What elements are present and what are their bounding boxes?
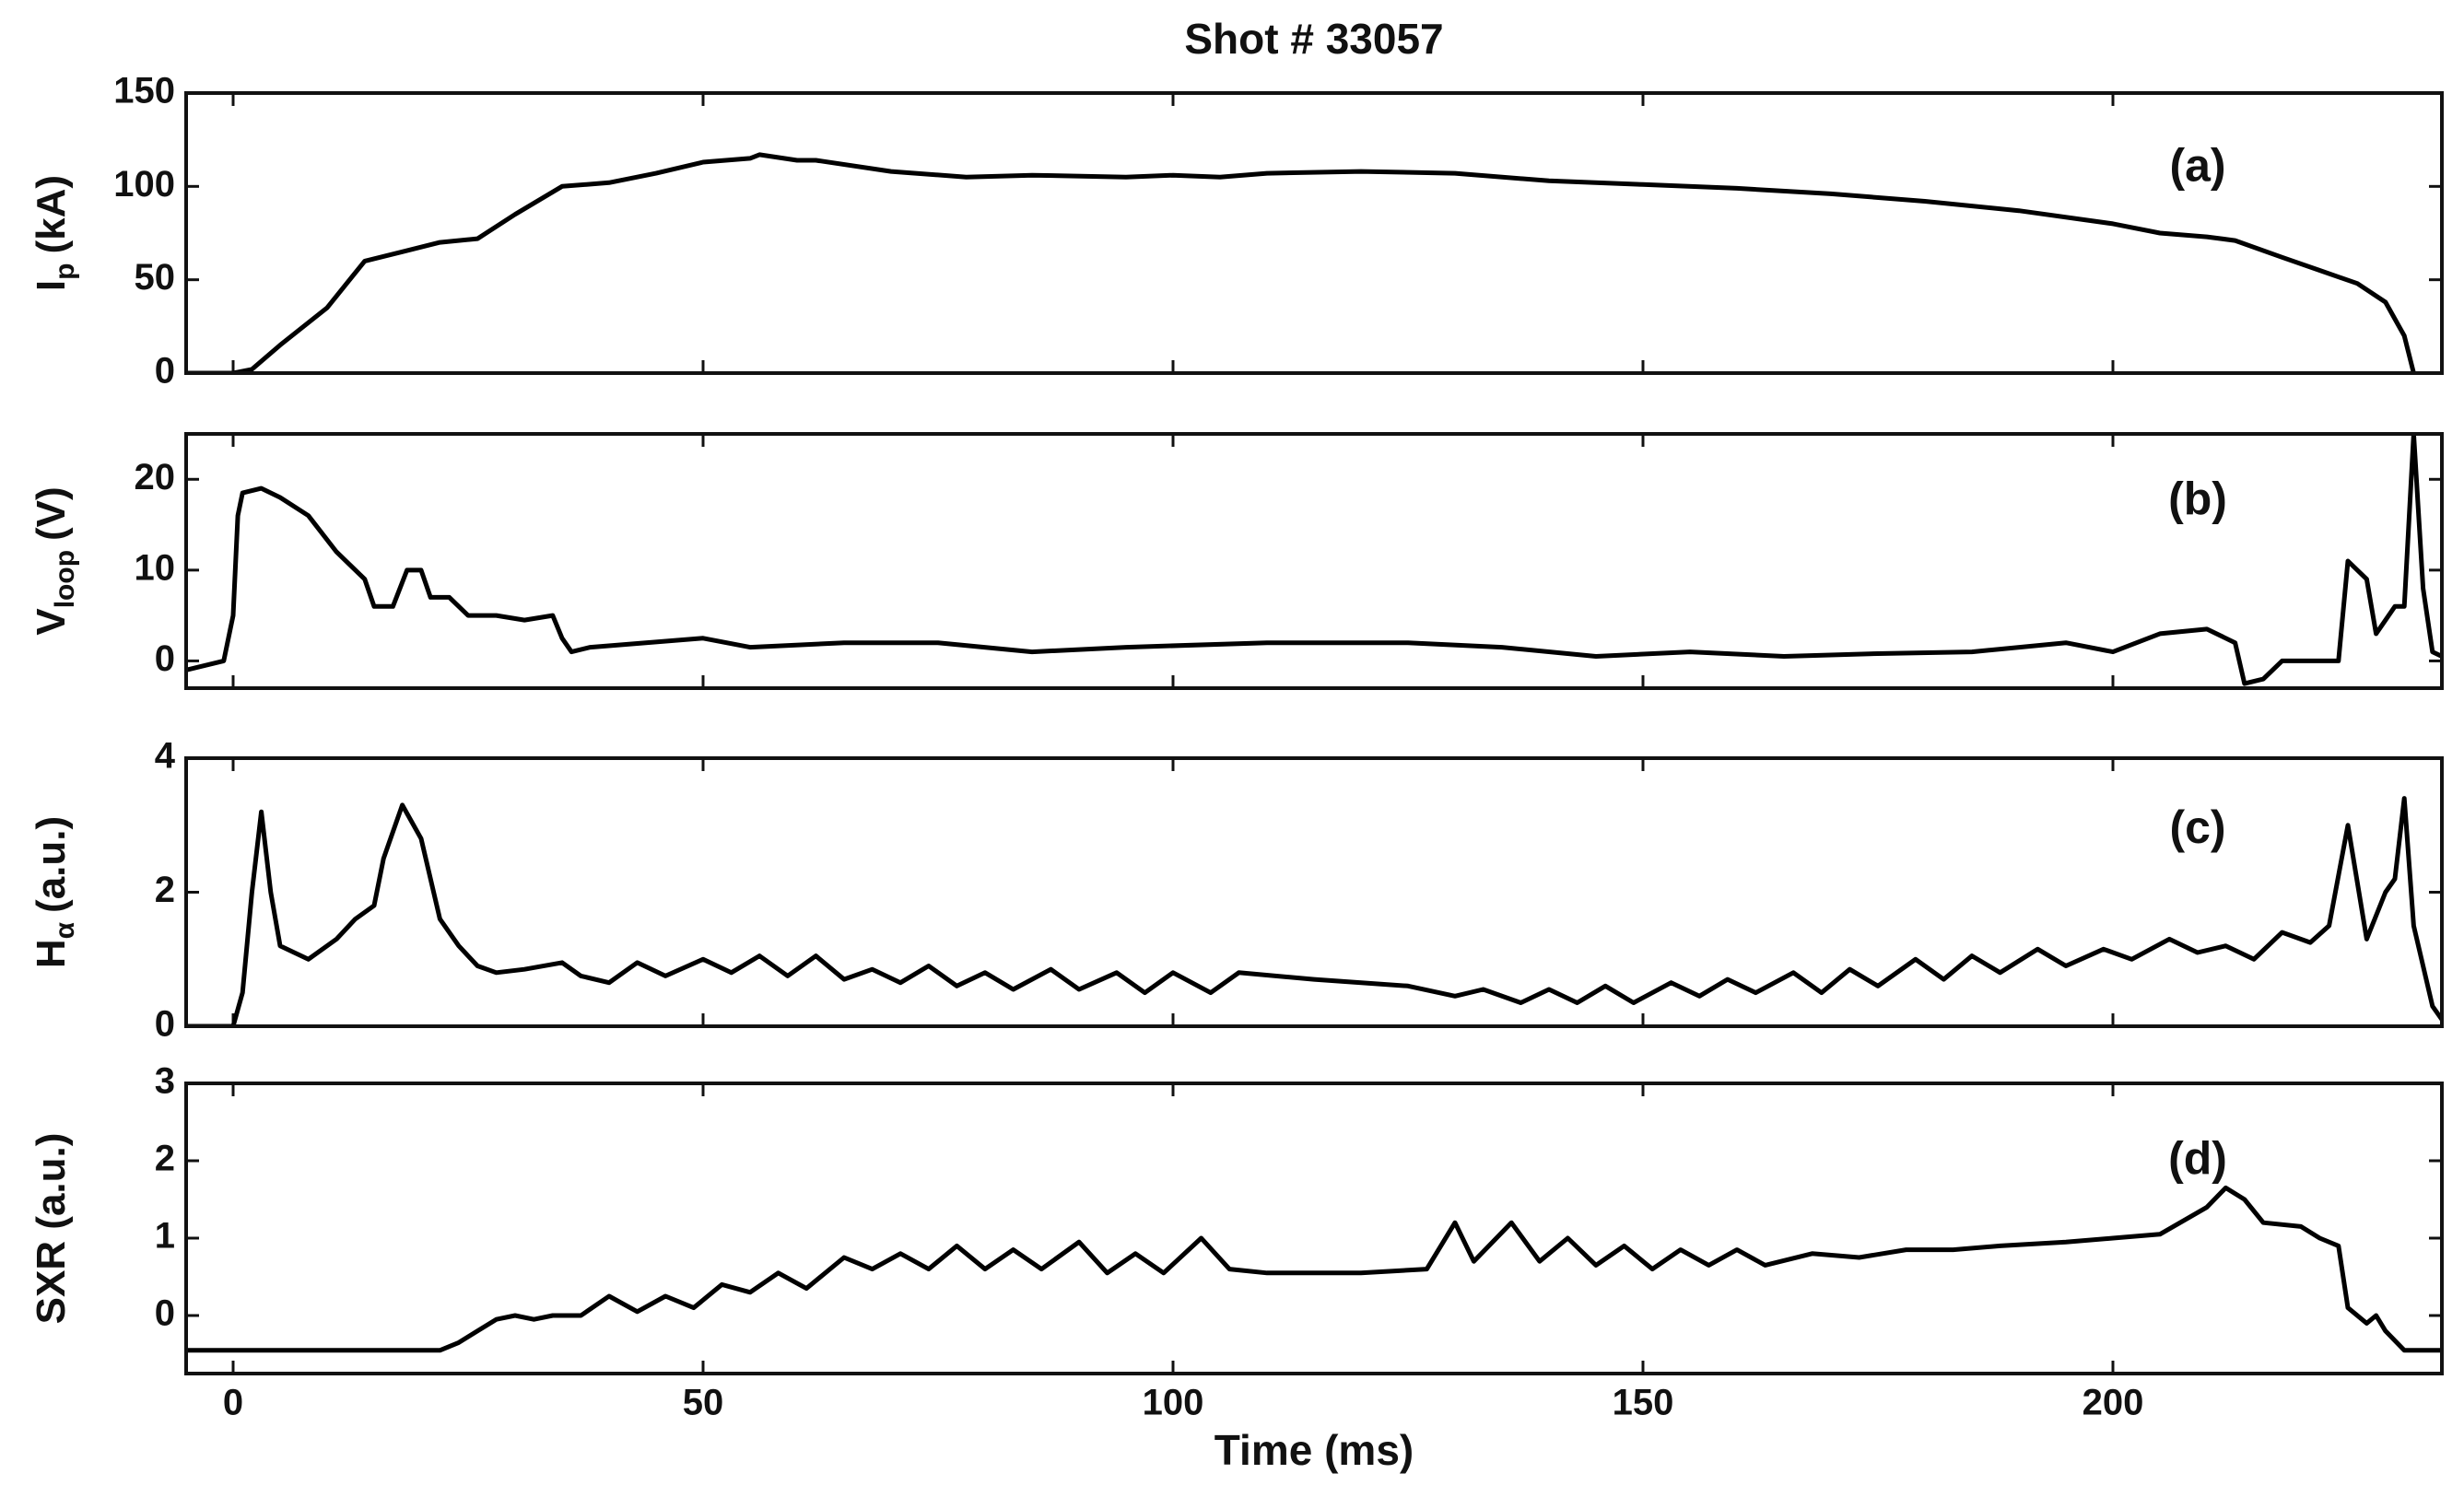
- y-label-main: V: [29, 608, 74, 636]
- y-axis-label: Vloop (V): [29, 486, 80, 635]
- panel-frame: [184, 432, 2444, 690]
- y-label-unit: (V): [29, 486, 74, 541]
- signal-line: [186, 152, 2416, 373]
- y-tick-label: 0: [155, 638, 175, 679]
- y-label-main: SXR (a.u.): [29, 1133, 74, 1325]
- panel-label: (b): [2168, 474, 2227, 525]
- y-label-unit: (kA): [29, 175, 74, 254]
- plot-area: [186, 434, 2442, 686]
- y-tick-label: 2: [155, 1139, 175, 1179]
- y-tick-label: 150: [113, 71, 175, 111]
- figure-title: Shot # 33057: [1184, 15, 1443, 63]
- panel-label: (d): [2168, 1132, 2227, 1184]
- signal-line: [186, 796, 2442, 1026]
- panel-frame: [184, 756, 2444, 1028]
- plot-area: [186, 152, 2416, 373]
- x-tick-label: 100: [1143, 1383, 1204, 1423]
- y-axis-label: SXR (a.u.): [29, 1133, 74, 1325]
- x-axis-label: Time (ms): [1214, 1426, 1414, 1474]
- panel-label: (c): [2169, 801, 2225, 853]
- y-tick-label: 50: [135, 257, 176, 298]
- y-tick-label: 100: [113, 164, 175, 205]
- y-axis-label: Ip (kA): [29, 175, 80, 291]
- panel-frame: [184, 1082, 2444, 1375]
- x-tick-label: 200: [2083, 1383, 2144, 1423]
- signal-line: [186, 1185, 2442, 1353]
- x-tick-label: 0: [223, 1383, 243, 1423]
- plot-area: [186, 1185, 2442, 1353]
- y-tick-label: 10: [135, 547, 176, 588]
- y-tick-label: 4: [155, 736, 176, 777]
- panel-frame: [184, 91, 2444, 375]
- panel-label: (a): [2169, 139, 2225, 191]
- signal-line: [186, 434, 2442, 686]
- y-tick-label: 1: [155, 1216, 175, 1257]
- y-label-sub: p: [50, 263, 80, 280]
- y-tick-label: 3: [155, 1061, 175, 1102]
- y-label-sub: loop: [50, 550, 80, 608]
- y-label-sub: α: [50, 921, 80, 939]
- y-axis-label: Hα (a.u.): [29, 816, 80, 968]
- y-tick-label: 0: [155, 351, 175, 392]
- y-tick-label: 20: [135, 457, 176, 497]
- y-label-main: I: [29, 280, 74, 291]
- y-tick-label: 0: [155, 1293, 175, 1334]
- y-label-main: H: [29, 939, 74, 968]
- x-tick-label: 50: [683, 1383, 724, 1423]
- y-tick-label: 2: [155, 870, 175, 910]
- y-tick-label: 0: [155, 1004, 175, 1045]
- y-label-unit: (a.u.): [29, 816, 74, 913]
- x-tick-label: 150: [1613, 1383, 1674, 1423]
- plot-area: [186, 796, 2442, 1026]
